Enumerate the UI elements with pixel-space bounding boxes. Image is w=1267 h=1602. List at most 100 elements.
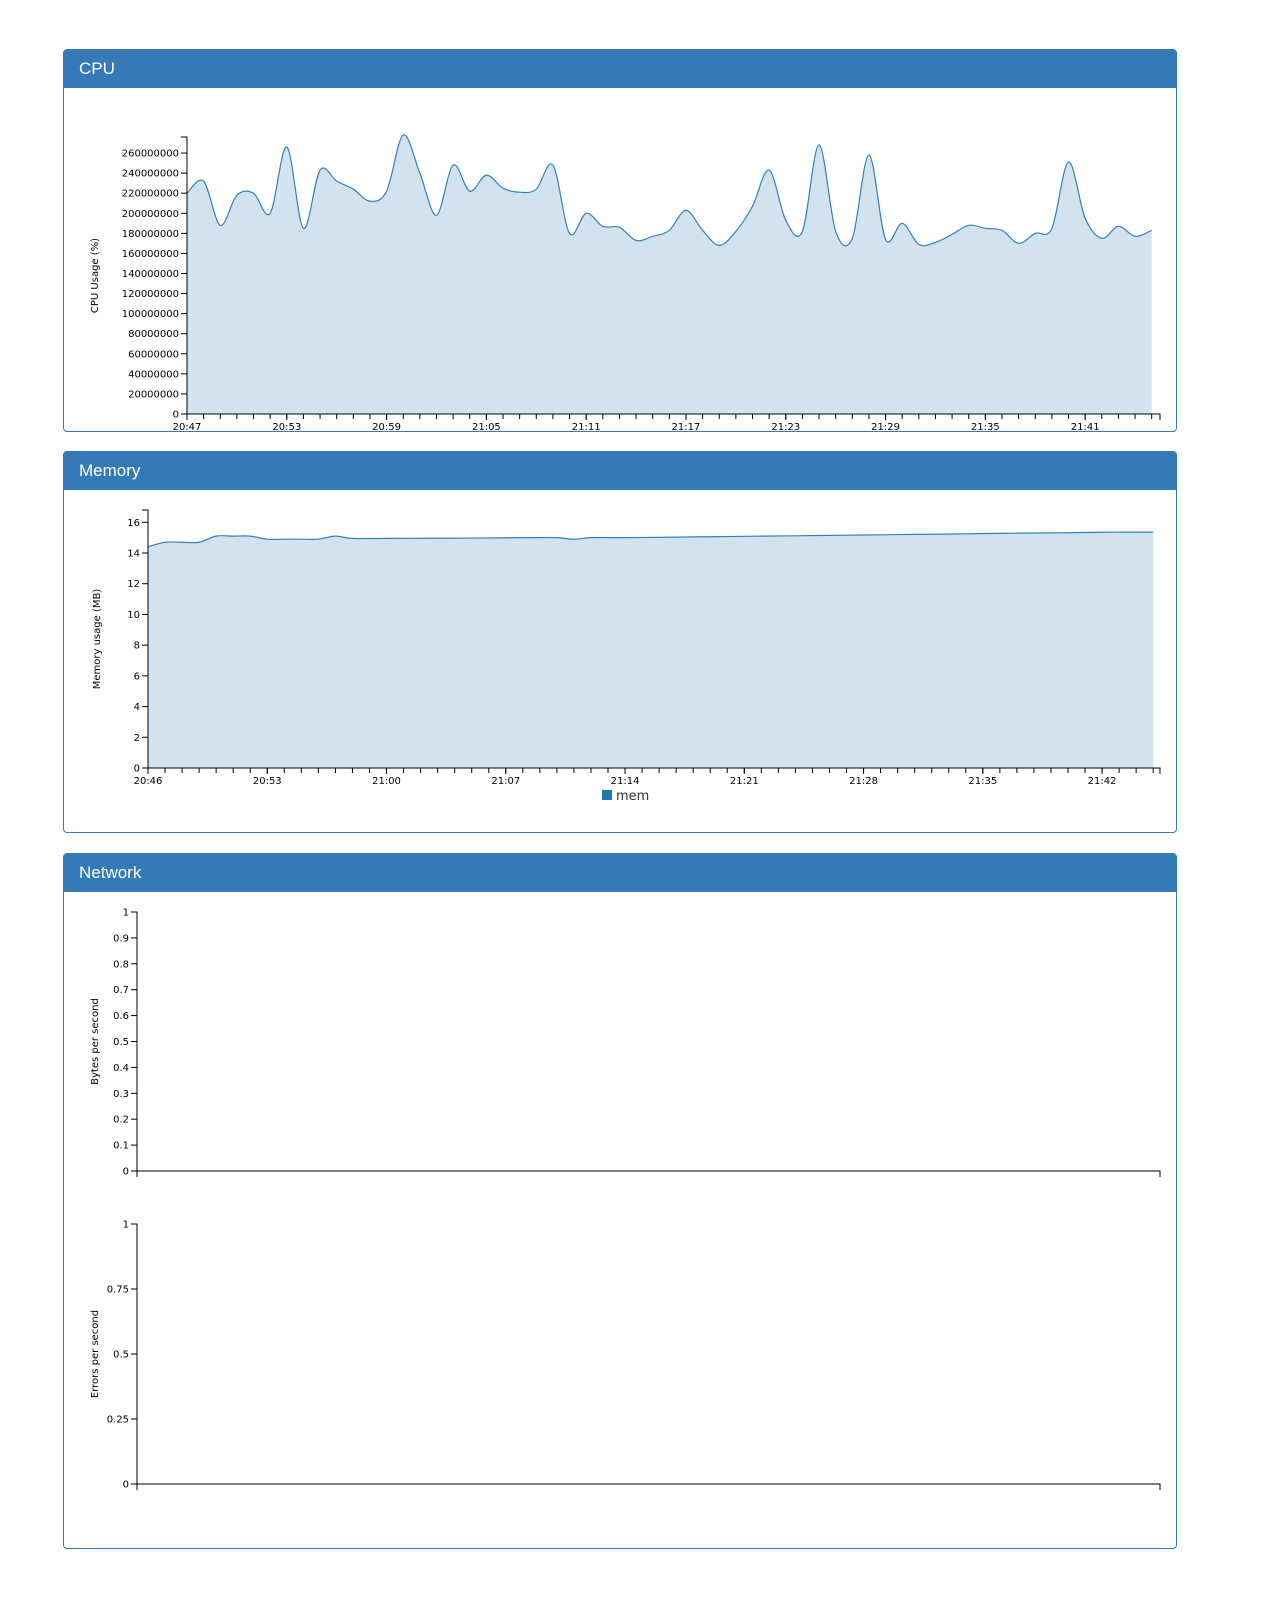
cpu-x-tick-label: 21:11: [572, 422, 601, 431]
net-bytes-y-tick-label: 0.7: [113, 985, 129, 996]
mem-x-axis: [147, 767, 1161, 774]
net-bytes-y-axis-label: Bytes per second: [90, 998, 101, 1085]
cpu-data-point: [669, 230, 670, 231]
cpu-data-point: [1151, 230, 1152, 231]
mem-x-tick-label: 21:35: [968, 776, 997, 787]
cpu-y-tick-label: 40000000: [128, 369, 179, 380]
cpu-panel-title: CPU: [64, 50, 1176, 88]
net-bytes-y-tick-label: 0.4: [113, 1063, 129, 1074]
mem-y-tick-label: 6: [134, 671, 140, 682]
mem-data-point: [301, 539, 302, 540]
mem-data-point: [1101, 532, 1102, 533]
net-bytes-y-tick-label: 1: [123, 908, 129, 919]
cpu-y-axis: [181, 136, 188, 415]
cpu-data-point: [719, 245, 720, 246]
cpu-data-point: [902, 223, 903, 224]
mem-data-point: [1136, 532, 1137, 533]
network-errors-chart: 0 0.25 0.5 0.75 1 Errors per second: [90, 1220, 1161, 1491]
mem-data-point: [1153, 532, 1154, 533]
mem-data-point: [693, 536, 694, 537]
mem-y-axis-label: Memory usage (MB): [92, 589, 103, 690]
cpu-data-point: [469, 191, 470, 192]
net-bytes-y-tick-label: 0.5: [113, 1037, 129, 1048]
cpu-x-tick-label: 20:47: [173, 422, 202, 431]
cpu-y-tick-label: 80000000: [128, 329, 179, 340]
mem-data-point: [420, 538, 421, 539]
mem-data-point: [539, 537, 540, 538]
mem-data-point: [659, 537, 660, 538]
cpu-data-point: [552, 165, 553, 166]
net-errors-y-tick-label: 1: [123, 1220, 129, 1231]
mem-y-tick-label: 16: [127, 518, 140, 529]
mem-x-tick-label: 21:21: [730, 776, 759, 787]
mem-data-point: [795, 535, 796, 536]
cpu-data-point: [818, 144, 819, 145]
cpu-x-axis: [186, 413, 1161, 420]
cpu-y-tick-label: 20000000: [128, 389, 179, 400]
mem-data-point: [897, 534, 898, 535]
mem-data-point: [233, 536, 234, 537]
memory-chart: 0 2 4 6 8 10 12 14 16 Memory usage (MB) 20:46 20:53…: [92, 509, 1161, 804]
mem-y-tick-label: 4: [134, 702, 140, 713]
cpu-data-point: [453, 165, 454, 166]
cpu-series-line: [186, 134, 1152, 247]
cpu-data-point: [685, 210, 686, 211]
cpu-area: [187, 134, 1152, 415]
cpu-y-axis-label: CPU Usage (%): [90, 238, 101, 313]
cpu-data-point: [369, 201, 370, 202]
cpu-data-point: [1035, 233, 1036, 234]
mem-y-tick-label: 14: [127, 549, 140, 560]
cpu-data-point: [236, 195, 237, 196]
net-bytes-x-axis: [136, 1170, 1161, 1177]
mem-legend-swatch: [602, 790, 612, 800]
mem-legend-label: mem: [616, 789, 649, 804]
mem-y-axis: [142, 509, 149, 769]
cpu-x-tick-label: 21:35: [971, 422, 1000, 431]
net-bytes-y-tick-label: 0.9: [113, 933, 129, 944]
mem-y-tick-label: 0: [134, 764, 140, 775]
cpu-y-tick-label: 100000000: [122, 309, 179, 320]
net-bytes-y-tick-label: 0.6: [113, 1011, 129, 1022]
cpu-y-tick-label: 60000000: [128, 349, 179, 360]
mem-data-point: [164, 542, 165, 543]
cpu-data-point: [735, 231, 736, 232]
mem-data-point: [1033, 532, 1034, 533]
cpu-data-point: [270, 213, 271, 214]
cpu-y-tick-label: 180000000: [122, 229, 179, 240]
cpu-y-tick-label: 240000000: [122, 169, 179, 180]
mem-series-line: [147, 531, 1154, 548]
cpu-data-point: [968, 225, 969, 226]
cpu-data-point: [1068, 161, 1069, 162]
cpu-x-tick-label: 21:41: [1071, 422, 1100, 431]
net-bytes-y-tick-label: 0.3: [113, 1089, 129, 1100]
network-panel: Network 0 0.1 0.2 0.3 0.4 0.5 0.6 0.7 0.8 0.9 1 Byt…: [63, 853, 1177, 1549]
mem-data-point: [267, 539, 268, 540]
mem-data-point: [522, 537, 523, 538]
cpu-data-point: [353, 189, 354, 190]
cpu-data-point: [253, 193, 254, 194]
mem-data-point: [250, 536, 251, 537]
cpu-data-point: [220, 225, 221, 226]
mem-y-tick-label: 8: [134, 641, 140, 652]
cpu-data-point: [1001, 230, 1002, 231]
mem-data-point: [556, 537, 557, 538]
cpu-data-point: [935, 242, 936, 243]
mem-data-point: [335, 536, 336, 537]
cpu-data-point: [502, 188, 503, 189]
memory-panel: Memory 0 2 4 6 8 10 12 14 16 Memory usage (MB) 20:…: [63, 451, 1177, 833]
cpu-x-tick-label: 20:59: [372, 422, 401, 431]
net-bytes-y-tick-label: 0.8: [113, 959, 129, 970]
net-errors-y-tick-label: 0.5: [113, 1350, 129, 1361]
mem-data-point: [999, 533, 1000, 534]
mem-data-point: [761, 536, 762, 537]
cpu-data-point: [536, 189, 537, 190]
cpu-data-point: [835, 231, 836, 232]
mem-x-tick-label: 21:00: [372, 776, 401, 787]
memory-panel-title: Memory: [64, 452, 1176, 490]
cpu-data-point: [1118, 226, 1119, 227]
cpu-data-point: [802, 231, 803, 232]
mem-data-point: [965, 533, 966, 534]
cpu-y-tick-label: 0: [173, 410, 179, 421]
mem-data-point: [199, 542, 200, 543]
cpu-data-point: [852, 238, 853, 239]
